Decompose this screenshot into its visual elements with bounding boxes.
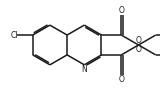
- Text: N: N: [81, 65, 87, 74]
- Text: O: O: [118, 75, 124, 84]
- Text: Cl: Cl: [11, 31, 18, 40]
- Text: O: O: [118, 6, 124, 15]
- Text: O: O: [136, 45, 141, 54]
- Text: O: O: [136, 36, 141, 45]
